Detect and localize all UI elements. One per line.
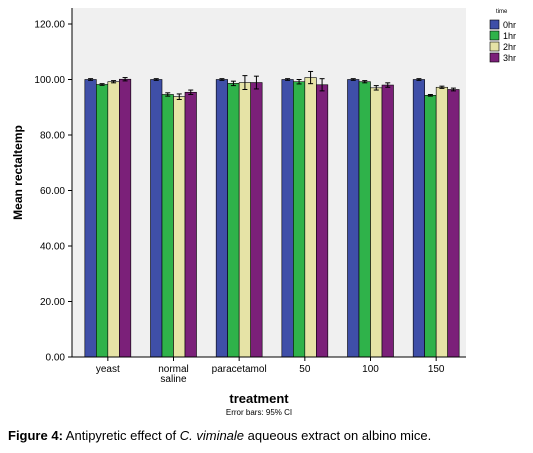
y-tick-label: 20.00 (40, 297, 65, 308)
x-tick-label: 150 (428, 364, 445, 375)
plot-area (72, 8, 466, 357)
legend-label: 3hr (503, 53, 516, 63)
x-tick-label: saline (160, 374, 187, 385)
bar (96, 84, 109, 358)
y-axis-title: Mean rectaltemp (11, 125, 25, 220)
legend-swatch (489, 30, 500, 41)
bar (370, 87, 383, 358)
bar (316, 84, 329, 358)
bar (293, 81, 306, 358)
bar (347, 79, 360, 358)
bar (161, 94, 174, 358)
bar (281, 79, 294, 358)
bar (238, 82, 251, 358)
bar (173, 96, 186, 358)
caption-label: Figure 4: (8, 428, 63, 443)
x-tick-label: 100 (362, 364, 379, 375)
figure-caption: Figure 4: Antipyretic effect of C. vimin… (8, 428, 528, 443)
x-tick-label: paracetamol (212, 364, 267, 375)
legend-label: 0hr (503, 20, 516, 30)
legend-swatch (489, 41, 500, 52)
bar (358, 81, 371, 358)
legend-swatch (489, 19, 500, 30)
x-tick-label: 50 (299, 364, 311, 375)
bar (424, 95, 437, 358)
bar (107, 81, 120, 358)
bar (304, 77, 317, 358)
caption-text-before: Antipyretic effect of (62, 428, 180, 443)
x-tick-label: normal (158, 364, 189, 375)
legend-title: time (496, 9, 508, 15)
bar (227, 83, 240, 358)
y-tick-label: 60.00 (40, 186, 65, 197)
bar (150, 79, 163, 358)
bar (119, 78, 132, 358)
bars-layer (84, 70, 460, 358)
legend-label: 1hr (503, 31, 516, 41)
error-bar-note: Error bars: 95% CI (226, 408, 292, 417)
x-tick-label: yeast (96, 364, 120, 375)
bar (447, 89, 460, 358)
labels-layer: 0.00 20.00 40.00 60.00 80.00 100.00 120.00 yeas… (11, 20, 445, 418)
caption-text-after: aqueous extract on albino mice. (244, 428, 432, 443)
bar (215, 79, 228, 358)
bar (250, 82, 263, 358)
y-tick-label: 80.00 (40, 131, 65, 142)
bar (184, 91, 197, 358)
caption-species: C. viminale (179, 428, 245, 443)
y-tick-label: 40.00 (40, 242, 65, 253)
bar (412, 79, 425, 358)
y-tick-label: 0.00 (46, 353, 66, 364)
bar (84, 79, 97, 358)
legend-label: 2hr (503, 42, 516, 52)
axes-layer (68, 8, 466, 361)
y-tick-label: 120.00 (34, 20, 65, 31)
x-axis-title: treatment (229, 391, 289, 406)
y-tick-label: 100.00 (34, 75, 65, 86)
bar (381, 84, 394, 358)
legend-swatch (489, 52, 500, 63)
bar (435, 86, 448, 358)
chart: 0.00 20.00 40.00 60.00 80.00 100.00 120.00 yeas… (11, 8, 517, 418)
